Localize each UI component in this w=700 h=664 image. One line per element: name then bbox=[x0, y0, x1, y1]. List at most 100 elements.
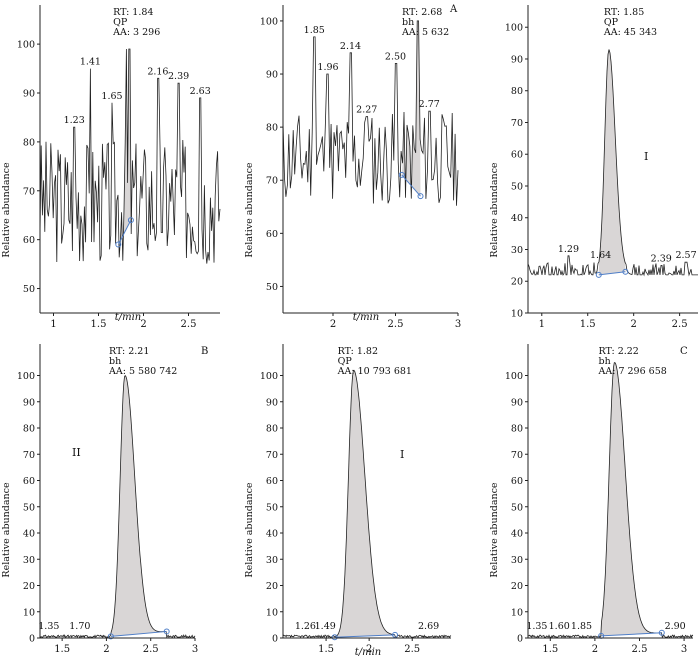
peak-label: 2.27 bbox=[356, 105, 377, 116]
x-tick-label: 2.5 bbox=[632, 644, 648, 655]
peak-annotation-line: QP bbox=[604, 17, 619, 28]
peak-annotation-line: bh bbox=[109, 356, 121, 367]
peak-label: 1.35 bbox=[526, 621, 547, 632]
y-tick-label: 10 bbox=[266, 607, 278, 618]
x-tick-label: 2 bbox=[592, 644, 598, 655]
baseline-end-marker bbox=[622, 268, 629, 275]
x-axis-label: t/min bbox=[115, 312, 142, 323]
peak-label: 2.90 bbox=[665, 621, 686, 632]
panel-letter: A bbox=[449, 4, 458, 15]
peak-annotation-line: AA: 5 632 bbox=[401, 27, 449, 38]
y-axis-label: Relative abundance bbox=[489, 162, 500, 258]
y-axis-label: Relative abundance bbox=[1, 482, 12, 578]
trace-line bbox=[282, 20, 459, 206]
panel-bottom-left: 0 10 20 30 40 50 60 70 80 90 100 1.5 2 2.5 3 Relative a… bbox=[1, 344, 208, 655]
y-tick-label: 70 bbox=[266, 450, 278, 461]
peak-label: 1.23 bbox=[64, 115, 85, 126]
y-tick-label: 100 bbox=[260, 371, 278, 382]
x-tick-label: 2 bbox=[140, 319, 146, 330]
x-tick-label: 2.5 bbox=[388, 319, 404, 330]
y-tick-label: 0 bbox=[517, 634, 523, 645]
peak-label: 2.39 bbox=[651, 253, 672, 264]
y-tick-label: 60 bbox=[266, 229, 278, 240]
peak-area bbox=[110, 375, 167, 637]
peak-label: 2.50 bbox=[385, 51, 406, 62]
peak-annotation-line: AA: 45 343 bbox=[603, 27, 657, 38]
peak-baseline bbox=[117, 219, 132, 245]
x-tick-label: 3 bbox=[192, 644, 198, 655]
y-tick-label: 10 bbox=[23, 607, 35, 618]
baseline-start-marker bbox=[398, 171, 405, 178]
peak-label: 2.63 bbox=[190, 86, 211, 97]
y-tick-label: 40 bbox=[266, 529, 278, 540]
y-tick-label: 50 bbox=[511, 502, 523, 513]
peak-annotation-line: RT: 2.21 bbox=[109, 346, 149, 357]
x-tick-label: 2.5 bbox=[181, 319, 197, 330]
baseline-end-marker bbox=[392, 631, 398, 638]
y-tick-label: 40 bbox=[511, 529, 523, 540]
y-tick-label: 50 bbox=[23, 284, 35, 295]
y-axis-label: Relative abundance bbox=[489, 482, 500, 578]
x-tick-label: 1.5 bbox=[91, 319, 107, 330]
peak-annotation-line: AA: 10 793 681 bbox=[337, 366, 412, 377]
y-tick-label: 100 bbox=[17, 40, 35, 51]
y-tick-label: 20 bbox=[23, 581, 35, 592]
y-tick-label: 80 bbox=[266, 424, 278, 435]
x-tick-label: 1.5 bbox=[54, 644, 70, 655]
peak-label: 2.69 bbox=[418, 621, 439, 632]
y-tick-label: 60 bbox=[23, 476, 35, 487]
y-tick-label: 90 bbox=[511, 397, 523, 408]
x-tick-label: 1.5 bbox=[580, 319, 596, 330]
peak-area bbox=[601, 362, 662, 636]
baseline-end-marker bbox=[417, 193, 424, 200]
y-tick-label: 70 bbox=[23, 186, 35, 197]
y-tick-label: 30 bbox=[23, 555, 35, 566]
peak-label: 1.64 bbox=[590, 250, 611, 261]
panel-letter: B bbox=[201, 346, 208, 357]
y-tick-label: 90 bbox=[23, 397, 35, 408]
y-tick-label: 70 bbox=[266, 176, 278, 187]
peak-baseline bbox=[401, 174, 421, 197]
x-tick-label: 2.5 bbox=[143, 644, 159, 655]
peak-label: 2.39 bbox=[168, 71, 189, 82]
peak-label: 1.41 bbox=[80, 57, 101, 68]
panel-bottom-right: 0 10 20 30 40 50 60 70 80 90 100 1.5 2 2.5 3 Relative a… bbox=[489, 344, 694, 655]
y-tick-label: 60 bbox=[511, 476, 523, 487]
x-tick-label: 2 bbox=[366, 644, 372, 655]
y-tick-label: 80 bbox=[511, 86, 523, 97]
baseline-start-marker bbox=[331, 634, 338, 641]
peak-annotation-line: RT: 1.85 bbox=[604, 7, 644, 18]
trace-line bbox=[39, 48, 221, 264]
trace-line bbox=[527, 49, 698, 277]
peak-annotation-line: RT: 2.22 bbox=[599, 346, 639, 357]
peak-baseline bbox=[110, 630, 167, 637]
baseline-start-marker bbox=[595, 271, 602, 278]
trace-line bbox=[527, 362, 694, 639]
peak-baseline bbox=[601, 632, 662, 637]
x-tick-label: 2 bbox=[103, 644, 109, 655]
y-axis-label: Relative abundance bbox=[244, 162, 255, 258]
trace-line bbox=[282, 369, 452, 639]
y-tick-label: 0 bbox=[272, 634, 278, 645]
y-tick-label: 80 bbox=[23, 424, 35, 435]
y-tick-label: 100 bbox=[260, 16, 278, 27]
peak-area bbox=[118, 49, 131, 245]
y-tick-label: 0 bbox=[29, 634, 35, 645]
panel-bottom-center: 0 10 20 30 40 50 60 70 80 90 100 1.5 2 2.5 Relative ab… bbox=[244, 344, 452, 658]
y-tick-label: 50 bbox=[511, 181, 523, 192]
peak-label: 2.16 bbox=[147, 66, 168, 77]
panel-letter: C bbox=[680, 346, 688, 357]
peak-annotation-line: AA: 7 296 658 bbox=[598, 366, 667, 377]
y-tick-label: 10 bbox=[511, 309, 523, 320]
series-label: I bbox=[400, 448, 404, 461]
trace-line bbox=[39, 374, 196, 639]
y-tick-label: 10 bbox=[511, 607, 523, 618]
peak-label: 2.14 bbox=[340, 41, 361, 52]
y-tick-label: 90 bbox=[266, 397, 278, 408]
x-tick-label: 2 bbox=[630, 319, 636, 330]
y-tick-label: 80 bbox=[511, 424, 523, 435]
y-tick-label: 30 bbox=[266, 555, 278, 566]
peak-label: 1.49 bbox=[315, 621, 336, 632]
peak-baseline bbox=[334, 634, 396, 638]
